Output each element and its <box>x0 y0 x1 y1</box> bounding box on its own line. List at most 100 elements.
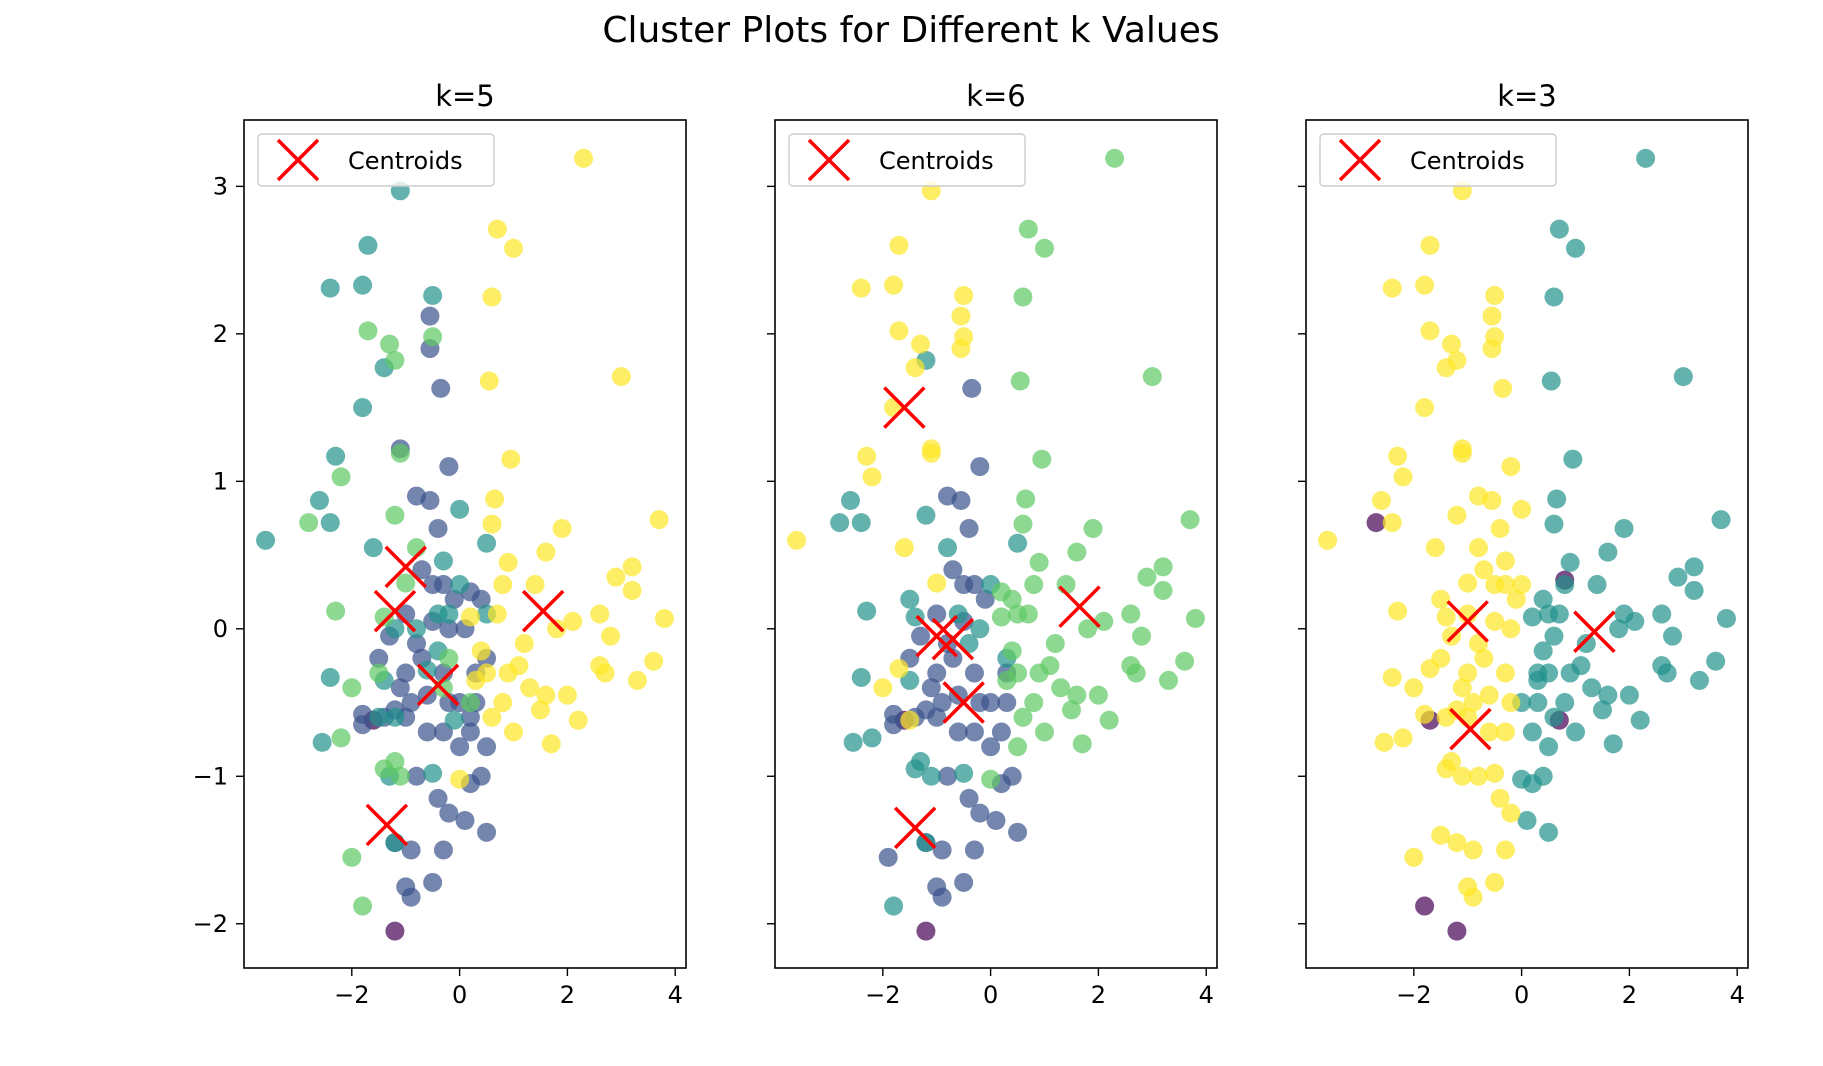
data-point <box>1458 663 1478 683</box>
y-tick-label: −1 <box>193 762 228 790</box>
data-point <box>1630 710 1650 730</box>
data-point <box>374 607 394 627</box>
data-point <box>1382 278 1402 298</box>
data-point <box>1425 538 1445 558</box>
data-point <box>326 601 346 621</box>
data-point <box>1485 611 1505 631</box>
data-point <box>1452 443 1472 463</box>
data-point <box>649 510 669 530</box>
legend-label: Centroids <box>1410 147 1525 175</box>
data-point <box>1485 763 1505 783</box>
data-point <box>889 235 909 255</box>
data-point <box>439 604 459 624</box>
data-point <box>1431 589 1451 609</box>
data-point <box>1479 722 1499 742</box>
axes-frame <box>774 119 1218 969</box>
data-point <box>1598 542 1618 562</box>
data-point <box>1013 707 1033 727</box>
data-point <box>1452 678 1472 698</box>
centroid-marker <box>384 545 427 589</box>
data-point <box>1495 840 1515 860</box>
data-point <box>439 648 459 668</box>
data-point <box>884 715 904 735</box>
legend: Centroids <box>1319 133 1557 187</box>
data-point <box>937 766 957 786</box>
data-point <box>894 538 914 558</box>
centroid-marker <box>1446 600 1489 643</box>
data-point <box>412 560 432 580</box>
data-point <box>1094 611 1114 631</box>
data-point <box>1566 722 1586 742</box>
data-point <box>1485 285 1505 305</box>
data-point <box>423 872 443 892</box>
data-point <box>482 707 502 727</box>
data-point <box>1657 663 1677 683</box>
data-point <box>1582 678 1602 698</box>
data-point <box>1533 641 1553 661</box>
data-point <box>504 238 524 258</box>
data-point <box>326 446 346 466</box>
data-point <box>873 678 893 698</box>
data-point <box>1619 685 1639 705</box>
legend: Centroids <box>788 133 1026 187</box>
data-point <box>1415 704 1435 724</box>
data-point <box>1560 552 1580 572</box>
data-point <box>460 707 480 727</box>
data-point <box>1522 607 1542 627</box>
data-point <box>439 619 459 639</box>
data-point <box>916 921 936 941</box>
data-point <box>433 551 453 571</box>
data-point <box>997 693 1017 713</box>
data-point <box>1501 457 1521 477</box>
data-point <box>487 604 507 624</box>
data-point <box>1490 788 1510 808</box>
data-point <box>889 659 909 679</box>
data-point <box>1105 148 1125 168</box>
data-point <box>309 490 329 510</box>
data-point <box>1474 648 1494 668</box>
data-point <box>1415 275 1435 295</box>
data-point <box>787 530 807 550</box>
data-point <box>1024 575 1044 595</box>
data-point <box>1512 499 1532 519</box>
data-point <box>1067 685 1087 705</box>
data-point <box>504 722 524 742</box>
data-point <box>385 833 405 853</box>
data-point <box>1010 371 1030 391</box>
data-point <box>1517 811 1537 831</box>
data-point <box>962 378 982 398</box>
data-point <box>353 398 373 418</box>
data-point <box>981 769 1001 789</box>
data-point <box>358 235 378 255</box>
data-point <box>557 685 577 705</box>
data-point <box>991 607 1011 627</box>
data-point <box>1072 734 1092 754</box>
data-point <box>911 334 931 354</box>
data-point <box>1388 446 1408 466</box>
data-point <box>1495 663 1515 683</box>
data-point <box>396 573 416 593</box>
data-point <box>1495 722 1515 742</box>
data-point <box>1318 530 1338 550</box>
data-point <box>654 608 674 628</box>
data-point <box>1549 219 1569 239</box>
data-point <box>1652 604 1672 624</box>
data-point <box>1420 659 1440 679</box>
data-point <box>1463 840 1483 860</box>
legend-box <box>788 133 1026 187</box>
data-point <box>455 811 475 831</box>
data-point <box>943 648 963 668</box>
data-point <box>1032 449 1052 469</box>
data-point <box>401 693 421 713</box>
data-point <box>482 514 502 534</box>
data-point <box>433 840 453 860</box>
centroid-marker <box>1573 610 1616 653</box>
x-tick-label: 4 <box>668 981 683 1009</box>
data-point <box>369 648 389 668</box>
subplot-k3: k=3 −2 0 2 4 Centroids <box>1298 79 1749 1009</box>
data-point <box>1078 619 1098 639</box>
data-point <box>1474 560 1494 580</box>
subplot-title: k=3 <box>1497 79 1557 113</box>
data-point <box>493 575 513 595</box>
data-point <box>1393 467 1413 487</box>
